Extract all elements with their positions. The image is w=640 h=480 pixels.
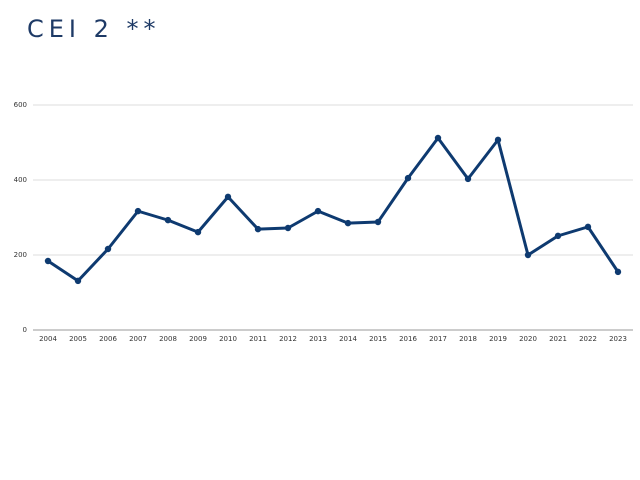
- data-point: [44, 257, 52, 265]
- x-tick-label: 2005: [69, 335, 87, 343]
- x-tick-label: 2006: [99, 335, 117, 343]
- data-point: [284, 224, 292, 232]
- data-point: [524, 251, 532, 259]
- x-tick-label: 2023: [609, 335, 627, 343]
- x-tick-label: 2015: [369, 335, 387, 343]
- x-tick-label: 2011: [249, 335, 267, 343]
- y-tick-label: 400: [14, 176, 27, 184]
- x-tick-label: 2021: [549, 335, 567, 343]
- x-tick-label: 2019: [489, 335, 507, 343]
- x-tick-label: 2016: [399, 335, 417, 343]
- data-line: [47, 136, 620, 283]
- data-point: [224, 193, 232, 201]
- data-point: [194, 228, 202, 236]
- data-point: [74, 277, 82, 285]
- x-tick-label: 2010: [219, 335, 237, 343]
- x-tick-label: 2014: [339, 335, 357, 343]
- x-tick-label: 2013: [309, 335, 327, 343]
- x-tick-label: 2022: [579, 335, 597, 343]
- x-tick-label: 2007: [129, 335, 147, 343]
- y-tick-label: 200: [14, 251, 27, 259]
- data-point: [554, 232, 562, 240]
- data-point: [104, 245, 112, 253]
- data-point: [254, 225, 262, 233]
- data-point: [434, 134, 442, 142]
- x-tick-label: 2012: [279, 335, 297, 343]
- data-point: [344, 219, 352, 227]
- x-tick-label: 2004: [39, 335, 57, 343]
- data-point: [404, 174, 412, 182]
- y-tick-label: 600: [14, 101, 27, 109]
- x-tick-label: 2018: [459, 335, 477, 343]
- x-tick-label: 2017: [429, 335, 447, 343]
- data-point: [464, 175, 472, 183]
- data-point: [164, 216, 172, 224]
- chart-title: CEI 2 **: [27, 15, 161, 43]
- data-point: [584, 223, 592, 231]
- data-point: [374, 218, 382, 226]
- data-point: [614, 268, 622, 276]
- x-tick-label: 2020: [519, 335, 537, 343]
- data-point: [494, 136, 502, 144]
- data-point: [134, 207, 142, 215]
- data-point: [314, 207, 322, 215]
- x-tick-label: 2009: [189, 335, 207, 343]
- x-tick-label: 2008: [159, 335, 177, 343]
- y-tick-label: 0: [23, 326, 27, 334]
